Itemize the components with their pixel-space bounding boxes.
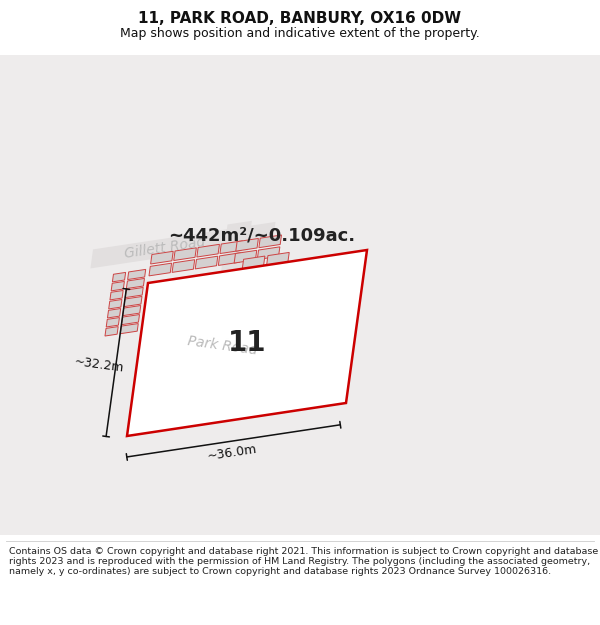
- Text: Gillett Road: Gillett Road: [124, 235, 206, 261]
- Polygon shape: [0, 55, 600, 535]
- Polygon shape: [209, 221, 252, 358]
- Polygon shape: [257, 247, 280, 259]
- Text: 11: 11: [228, 329, 266, 357]
- Polygon shape: [242, 256, 265, 269]
- Polygon shape: [91, 222, 275, 268]
- Polygon shape: [218, 253, 241, 266]
- Polygon shape: [236, 298, 259, 311]
- Polygon shape: [124, 296, 142, 307]
- Polygon shape: [235, 308, 258, 321]
- Polygon shape: [111, 281, 124, 291]
- Polygon shape: [107, 309, 121, 318]
- Polygon shape: [197, 244, 220, 257]
- Polygon shape: [109, 299, 122, 309]
- Text: Map shows position and indicative extent of the property.: Map shows position and indicative extent…: [120, 27, 480, 40]
- Polygon shape: [266, 253, 289, 265]
- Polygon shape: [220, 241, 242, 254]
- Polygon shape: [220, 294, 267, 321]
- Polygon shape: [264, 273, 286, 286]
- Polygon shape: [234, 251, 257, 263]
- Polygon shape: [236, 239, 259, 251]
- Text: ~32.2m: ~32.2m: [73, 356, 125, 375]
- Polygon shape: [125, 288, 143, 298]
- Polygon shape: [127, 278, 145, 289]
- Polygon shape: [122, 306, 141, 316]
- Polygon shape: [151, 251, 173, 264]
- Polygon shape: [238, 288, 260, 300]
- Polygon shape: [127, 250, 367, 436]
- Polygon shape: [259, 235, 281, 248]
- Polygon shape: [128, 269, 146, 279]
- Text: 11, PARK ROAD, BANBURY, OX16 0DW: 11, PARK ROAD, BANBURY, OX16 0DW: [139, 11, 461, 26]
- Text: Contains OS data © Crown copyright and database right 2021. This information is : Contains OS data © Crown copyright and d…: [9, 546, 598, 576]
- Polygon shape: [149, 263, 172, 276]
- Polygon shape: [195, 256, 218, 269]
- Polygon shape: [172, 259, 194, 272]
- Text: ~442m²/~0.109ac.: ~442m²/~0.109ac.: [168, 227, 355, 244]
- Polygon shape: [241, 266, 263, 279]
- Polygon shape: [261, 294, 283, 307]
- Polygon shape: [265, 263, 288, 276]
- Polygon shape: [262, 284, 285, 296]
- Polygon shape: [120, 324, 138, 334]
- Polygon shape: [239, 277, 262, 290]
- Polygon shape: [106, 318, 119, 327]
- Polygon shape: [259, 304, 282, 318]
- Text: ~36.0m: ~36.0m: [206, 442, 258, 463]
- Text: Park Road: Park Road: [187, 334, 259, 358]
- Polygon shape: [174, 248, 196, 261]
- Polygon shape: [121, 314, 140, 325]
- Polygon shape: [112, 272, 125, 282]
- Polygon shape: [105, 327, 118, 336]
- Polygon shape: [110, 291, 123, 300]
